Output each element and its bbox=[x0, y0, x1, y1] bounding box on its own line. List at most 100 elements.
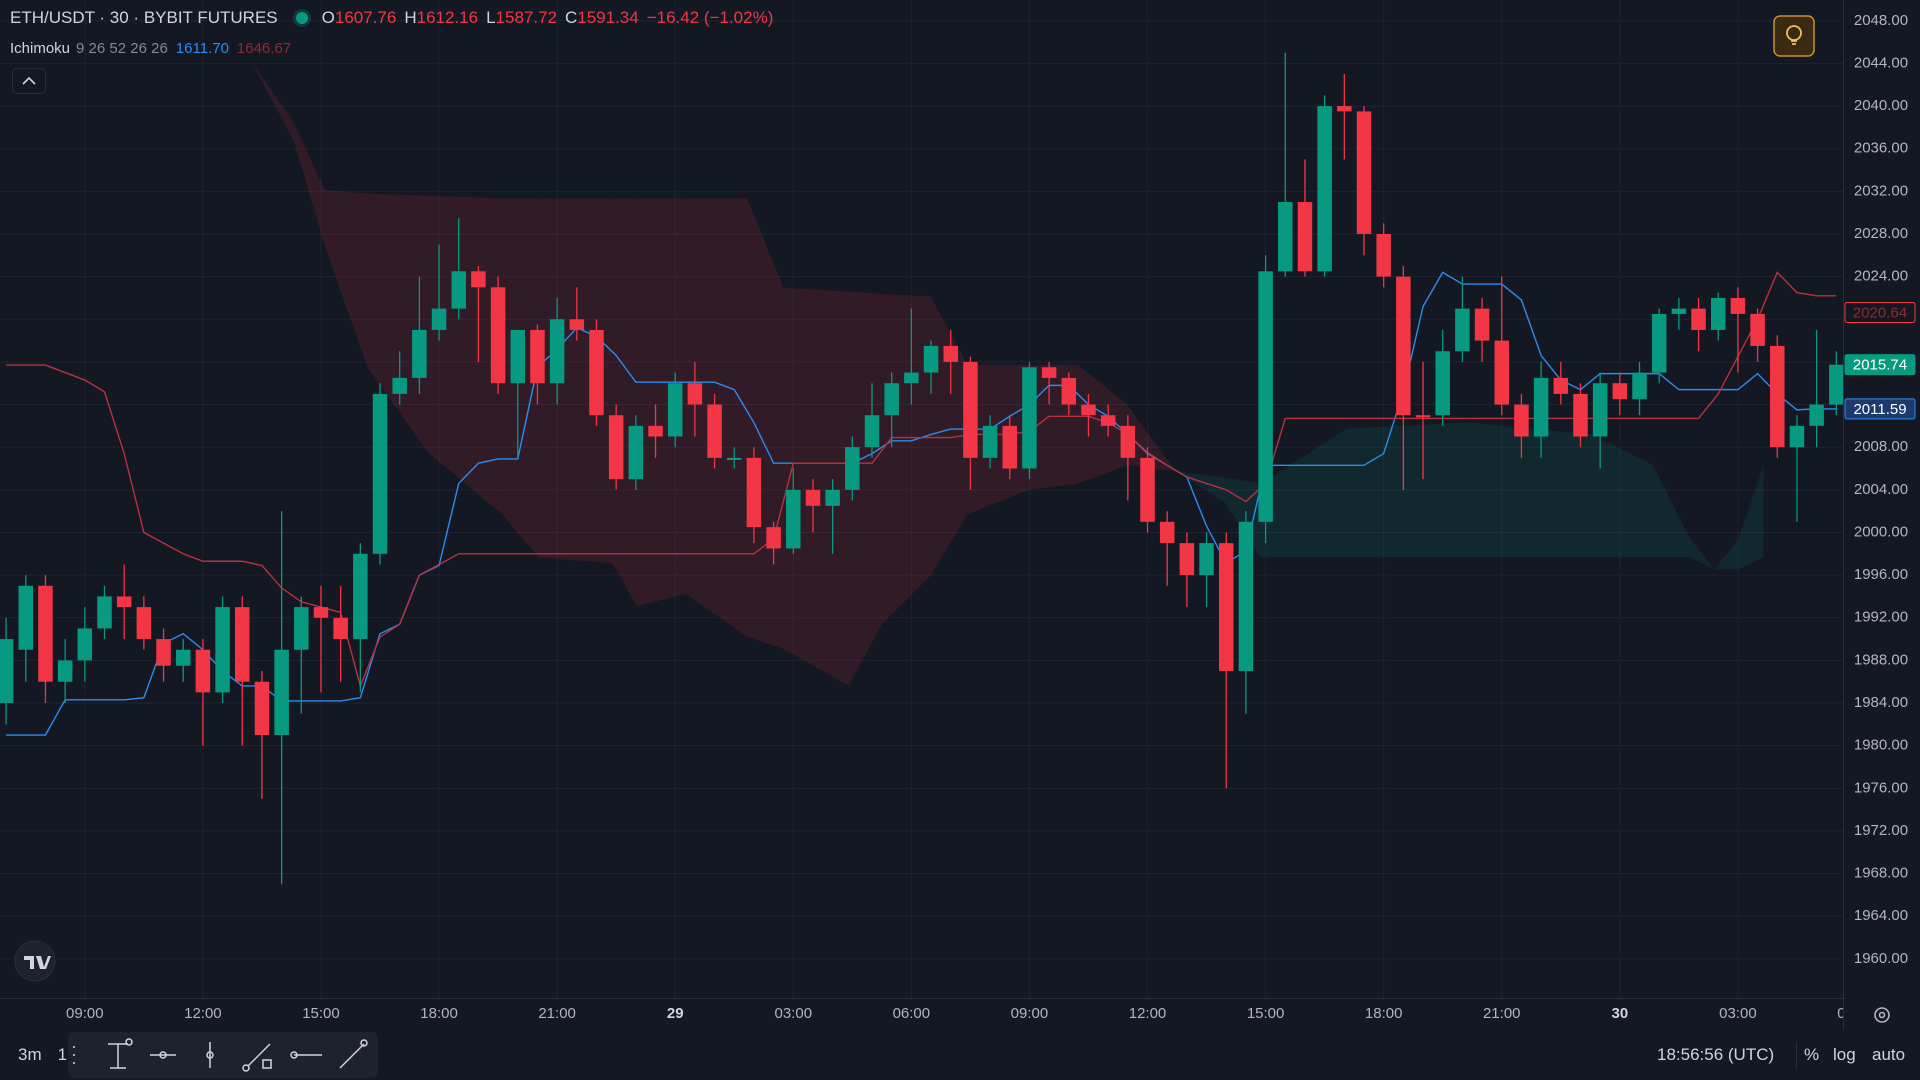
candle-body bbox=[1100, 415, 1116, 426]
collapse-button[interactable] bbox=[12, 68, 46, 94]
y-tick-label: 1988.00 bbox=[1854, 651, 1908, 668]
candle-body bbox=[38, 585, 53, 682]
candle-body bbox=[589, 329, 604, 416]
candle-body bbox=[825, 489, 840, 506]
candle-body bbox=[1120, 425, 1136, 458]
cloud-segment bbox=[293, 122, 325, 245]
percent-toggle[interactable]: % bbox=[1804, 1045, 1820, 1064]
candle-body bbox=[1533, 377, 1549, 437]
plot-area bbox=[0, 52, 1843, 885]
candle-body bbox=[18, 585, 34, 650]
candle-body bbox=[864, 415, 880, 448]
candle-body bbox=[667, 383, 683, 437]
candle-body bbox=[510, 329, 526, 384]
candle-body bbox=[963, 361, 978, 458]
candle-body bbox=[1829, 364, 1843, 405]
drawing-tools[interactable] bbox=[68, 1032, 378, 1078]
candle-body bbox=[1573, 393, 1588, 437]
candle-body bbox=[274, 649, 289, 736]
candle-body bbox=[628, 425, 644, 480]
candle-body bbox=[530, 329, 545, 384]
cloud-segment bbox=[783, 287, 849, 686]
indicator-value: 1646.67 bbox=[236, 40, 292, 57]
candle-body bbox=[648, 425, 663, 437]
price-tag bbox=[1844, 354, 1916, 376]
auto-toggle[interactable]: auto bbox=[1872, 1045, 1906, 1064]
indicator-value: 1611.70 bbox=[175, 40, 229, 57]
cloud-segment bbox=[1591, 434, 1654, 558]
candle-body bbox=[1612, 383, 1628, 400]
y-tick-label: 1968.00 bbox=[1854, 865, 1908, 882]
candle-body bbox=[1081, 404, 1096, 416]
y-tick-label: 1992.00 bbox=[1854, 609, 1908, 626]
cloud-segment bbox=[1714, 538, 1739, 570]
logo[interactable] bbox=[14, 940, 56, 982]
candle-body bbox=[687, 383, 703, 405]
time-axis: 09:00 12:00 15:00 18:00 21:00 29 03:00 06:00 09:… bbox=[0, 998, 1920, 1030]
candle-body bbox=[943, 345, 958, 362]
candle-body bbox=[1337, 106, 1352, 112]
candle-body bbox=[1041, 367, 1057, 378]
price-tag-label: 2015.74 bbox=[1853, 357, 1907, 374]
y-tick-label: 2036.00 bbox=[1854, 140, 1908, 157]
indicator-name: Ichimoku bbox=[10, 40, 71, 57]
candle-body bbox=[0, 639, 14, 704]
candle-body bbox=[1592, 383, 1608, 437]
candle-body bbox=[1455, 308, 1470, 352]
idea-button[interactable] bbox=[1773, 15, 1815, 57]
candle-body bbox=[215, 607, 230, 693]
cloud-segment bbox=[1738, 465, 1764, 570]
candle-body bbox=[1238, 521, 1254, 672]
status-dot bbox=[295, 12, 308, 24]
y-tick-label: 2004.00 bbox=[1854, 481, 1908, 498]
x-tick-label: 21:00 bbox=[1483, 1005, 1521, 1022]
ohlc-label: O bbox=[321, 8, 335, 27]
cloud-segment bbox=[1653, 465, 1690, 558]
candle-body bbox=[97, 596, 112, 629]
settings-button[interactable] bbox=[1870, 1003, 1894, 1027]
indicator-legend[interactable]: Ichimoku 9 26 52 26 26 1611.70 1646.67 bbox=[10, 40, 299, 57]
cloud-segment bbox=[1689, 538, 1715, 570]
candle-body bbox=[1258, 271, 1273, 522]
candle-body bbox=[766, 527, 781, 549]
interval[interactable]: 1 bbox=[57, 1045, 68, 1064]
candle-body bbox=[57, 660, 73, 682]
candle-body bbox=[845, 447, 860, 490]
candle-body bbox=[1159, 521, 1175, 544]
candle-body bbox=[1494, 340, 1510, 405]
candle-body bbox=[1218, 543, 1234, 672]
candle-body bbox=[1297, 202, 1313, 272]
candle-body bbox=[805, 489, 821, 506]
x-tick-label: 09:00 bbox=[66, 1005, 104, 1022]
cloud-segment bbox=[538, 198, 613, 564]
cloud-segment bbox=[1347, 422, 1470, 558]
candle-body bbox=[195, 649, 211, 693]
cloud-segment bbox=[1469, 422, 1592, 558]
log-toggle[interactable]: log bbox=[1833, 1045, 1856, 1064]
candle-body bbox=[77, 628, 93, 661]
candle-body bbox=[1435, 351, 1450, 416]
candle-body bbox=[294, 607, 309, 650]
candle-body bbox=[1396, 276, 1411, 416]
candle-body bbox=[353, 553, 368, 640]
candle-body bbox=[431, 308, 447, 330]
interval[interactable]: 3m bbox=[18, 1045, 42, 1064]
candle-body bbox=[1651, 313, 1667, 373]
candle-body bbox=[254, 681, 270, 736]
candle-body bbox=[1553, 377, 1569, 394]
candle-body bbox=[313, 607, 329, 618]
y-tick-label: 2028.00 bbox=[1854, 225, 1908, 242]
y-tick-label: 2040.00 bbox=[1854, 97, 1908, 114]
candle-body bbox=[982, 425, 998, 458]
clock[interactable]: 18:56:56 (UTC) bbox=[1657, 1045, 1775, 1064]
price-tag-label: 2011.59 bbox=[1853, 401, 1906, 418]
candle-body bbox=[1514, 404, 1529, 437]
ohlc-value: 1607.76 bbox=[334, 8, 397, 27]
candle-body bbox=[471, 271, 486, 288]
x-tick-label: 18:00 bbox=[420, 1005, 458, 1022]
candle-body bbox=[1376, 233, 1391, 277]
candle-body bbox=[1140, 457, 1155, 522]
candle-body bbox=[1710, 297, 1726, 330]
